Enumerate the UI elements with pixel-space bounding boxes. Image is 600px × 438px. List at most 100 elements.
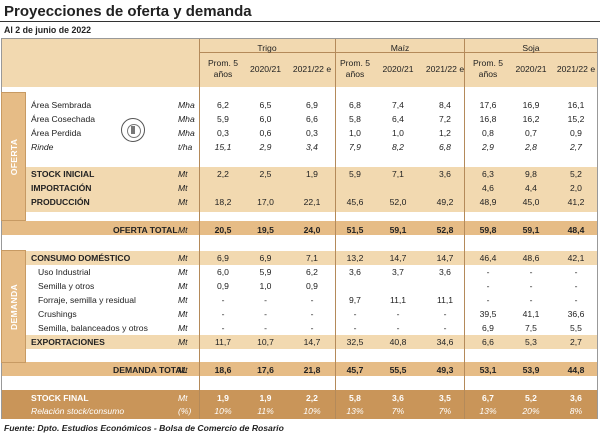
table-cell: 8%	[569, 406, 583, 416]
row-label: IMPORTACIÓN	[31, 183, 92, 193]
table-cell: 53,1	[479, 365, 497, 375]
table-cell: 59,1	[522, 225, 540, 235]
table-cell: 6,0	[217, 267, 229, 277]
table-cell: 9,8	[525, 169, 537, 179]
crop-separator	[335, 39, 336, 419]
table-cell: 16,2	[522, 114, 540, 124]
exportaciones-band	[2, 335, 597, 349]
crop-header-0: Trigo	[257, 43, 277, 53]
table-cell: 0,7	[525, 128, 537, 138]
table-cell: -	[443, 323, 447, 333]
table-cell: 16,9	[522, 100, 540, 110]
table-cell: -	[221, 295, 225, 305]
crop-separator	[464, 39, 465, 419]
table-cell: 6,9	[259, 253, 272, 263]
table-cell: 2,9	[482, 142, 494, 152]
row-unit: Mha	[178, 100, 195, 110]
table-cell: 7%	[391, 406, 405, 416]
row-label: Forraje, semilla y residual	[38, 295, 136, 305]
row-unit: Mt	[178, 337, 188, 347]
table-cell: 0,8	[482, 128, 494, 138]
table-cell: 0,3	[217, 128, 229, 138]
column-header: Prom. 5 años	[207, 58, 239, 79]
table-cell: -	[264, 323, 267, 333]
table-cell: -	[310, 323, 314, 333]
table-cell: 7,2	[439, 114, 451, 124]
table-cell: 4,4	[525, 183, 537, 193]
table-cell: 41,2	[567, 197, 585, 207]
row-label: Área Sembrada	[31, 100, 92, 110]
table-cell: 6,6	[306, 114, 318, 124]
row-unit: Mt	[178, 281, 188, 291]
table-cell: 11,1	[389, 295, 407, 305]
table-cell: 9,7	[349, 295, 361, 305]
table-cell: 6,6	[482, 337, 494, 347]
table-cell: 1,0	[392, 128, 404, 138]
row-label: EXPORTACIONES	[31, 337, 105, 347]
row-label: Semilla y otros	[38, 281, 95, 291]
table-cell: 5,9	[349, 169, 361, 179]
page-title: Proyecciones de oferta y demanda	[4, 3, 252, 20]
table-cell: 6,8	[439, 142, 451, 152]
title-rule	[0, 21, 600, 22]
table-cell: 6,3	[482, 169, 494, 179]
table-cell: 0,9	[217, 281, 229, 291]
table-cell: 18,2	[214, 197, 232, 207]
table-cell: 45,7	[346, 365, 364, 375]
column-header: Prom. 5 años	[339, 58, 371, 79]
column-header: 2021/22 e	[425, 64, 465, 74]
table-cell: 45,0	[522, 197, 540, 207]
table-cell: 17,6	[479, 100, 497, 110]
table-cell: 17,6	[257, 365, 274, 375]
table-cell: -	[221, 323, 225, 333]
table-cell: -	[264, 295, 267, 305]
table-cell: 13%	[346, 406, 364, 416]
column-header: 2021/22 e	[292, 64, 332, 74]
demanda-total-band	[2, 362, 597, 376]
table-cell: 2,8	[525, 142, 537, 152]
crop-header-1: Maíz	[390, 43, 410, 53]
row-unit: t/ha	[178, 142, 193, 152]
table-cell: 6,8	[349, 100, 361, 110]
column-header: 2020/21	[249, 64, 282, 74]
table-cell: 5,2	[570, 169, 582, 179]
table-cell: 8,4	[439, 100, 451, 110]
crop-header-2: Soja	[522, 43, 540, 53]
table-cell: -	[310, 295, 314, 305]
table-cell: 48,4	[567, 225, 585, 235]
table-cell: 4,6	[482, 183, 494, 193]
table-cell: 19,5	[257, 225, 274, 235]
table-cell: 10%	[214, 406, 232, 416]
table-cell: 5,5	[570, 323, 582, 333]
table-cell: 1,2	[439, 128, 451, 138]
header-band	[2, 39, 597, 87]
table-cell: -	[310, 309, 314, 319]
table-cell: 5,3	[525, 337, 537, 347]
table-cell: 13,2	[346, 253, 364, 263]
table-cell: -	[486, 267, 490, 277]
table-cell: 40,8	[389, 337, 407, 347]
row-unit: Mha	[178, 128, 195, 138]
row-label: Rinde	[31, 142, 54, 152]
table-cell: 3,6	[349, 267, 361, 277]
table-cell: 3,4	[306, 142, 318, 152]
column-header: 2020/21	[382, 64, 414, 74]
report-date: Al 2 de junio de 2022	[4, 25, 92, 35]
table-cell: 44,8	[567, 365, 585, 375]
stock-final-band	[2, 390, 597, 419]
table-cell: 8,2	[392, 142, 404, 152]
table-cell: 22,1	[303, 197, 321, 207]
table-cell: 14,7	[436, 253, 454, 263]
row-label: Área Perdida	[31, 128, 82, 138]
table-cell: 5,8	[349, 114, 361, 124]
row-unit: Mt	[178, 309, 188, 319]
row-label: Relación stock/consumo	[31, 406, 125, 416]
table-cell: 3,7	[392, 267, 404, 277]
table-cell: 5,8	[349, 393, 361, 403]
row-label: CONSUMO DOMÉSTICO	[31, 253, 131, 263]
table-cell: 0,3	[306, 128, 318, 138]
table-cell: 1,9	[306, 169, 318, 179]
row-label: DEMANDA TOTAL	[113, 365, 187, 375]
table-cell: 1,9	[259, 393, 272, 403]
row-unit: Mt	[178, 323, 188, 333]
